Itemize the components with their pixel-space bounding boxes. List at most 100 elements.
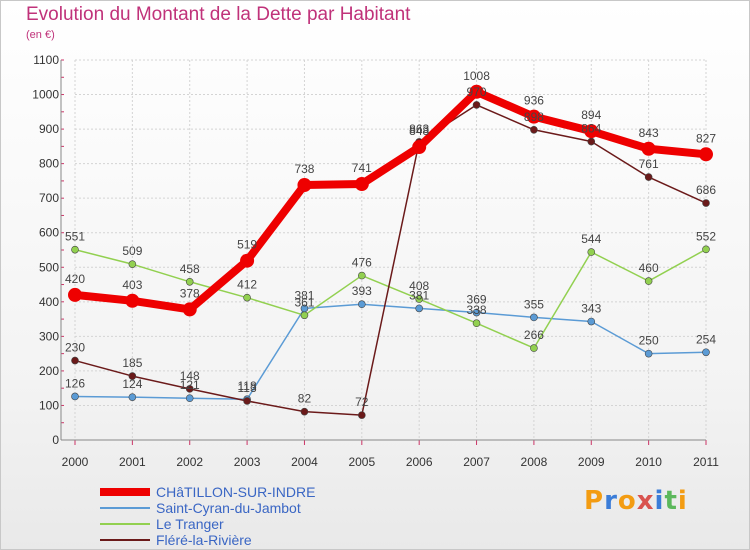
data-label: 121 <box>180 378 200 392</box>
y-tick-label: 0 <box>52 433 59 447</box>
y-tick-label: 300 <box>39 329 59 343</box>
data-point <box>128 393 137 401</box>
data-point <box>128 260 137 268</box>
data-label: 250 <box>639 334 659 348</box>
data-point <box>300 407 309 416</box>
data-label: 266 <box>524 328 544 342</box>
legend-label: Saint-Cyran-du-Jambot <box>156 500 301 516</box>
y-tick-label: 700 <box>39 191 59 205</box>
data-point <box>584 124 599 139</box>
data-point <box>587 317 596 326</box>
data-point <box>699 147 713 162</box>
x-tick-label: 2006 <box>406 455 433 469</box>
logo-letter: o <box>617 486 637 516</box>
data-point <box>415 304 423 313</box>
y-tick-label: 800 <box>39 157 59 171</box>
legend-swatch <box>100 488 150 496</box>
data-label: 970 <box>467 85 487 99</box>
data-point <box>358 271 366 280</box>
data-point <box>530 313 538 322</box>
y-tick-label: 500 <box>39 260 59 274</box>
x-tick-label: 2011 <box>693 455 719 469</box>
data-label: 254 <box>696 332 716 346</box>
data-point <box>297 178 312 193</box>
data-label: 420 <box>65 272 85 286</box>
legend-label: Le Tranger <box>156 516 224 532</box>
data-point <box>412 140 427 155</box>
series-line <box>74 303 707 400</box>
data-label: 113 <box>238 381 257 395</box>
logo-letter: i <box>677 486 688 516</box>
data-label: 738 <box>294 162 314 176</box>
data-point <box>182 302 197 317</box>
data-label: 381 <box>409 288 429 302</box>
data-point <box>243 397 251 405</box>
chart-title: Evolution du Montant de la Dette par Hab… <box>26 4 411 25</box>
data-point <box>469 84 484 99</box>
data-label: 393 <box>352 284 372 298</box>
series-line <box>71 87 710 314</box>
data-point <box>354 177 369 192</box>
data-label: 509 <box>122 244 142 258</box>
data-label: 148 <box>180 369 200 383</box>
data-point <box>472 101 481 109</box>
data-label: 827 <box>696 131 716 145</box>
data-point <box>644 349 653 358</box>
data-label: 72 <box>355 395 369 409</box>
data-point <box>358 411 366 419</box>
data-label: 686 <box>696 183 716 197</box>
data-point <box>185 277 194 286</box>
data-label: 761 <box>639 157 659 171</box>
data-label: 381 <box>294 288 314 302</box>
data-label: 848 <box>409 124 429 138</box>
data-label: 185 <box>122 356 142 370</box>
logo-letter: x <box>636 486 655 516</box>
legend-label: CHâTILLON-SUR-INDRE <box>156 484 316 500</box>
x-tick-label: 2007 <box>463 455 490 469</box>
y-tick-label: 100 <box>39 398 59 412</box>
legend-label: Fléré-la-Rivière <box>156 532 252 548</box>
data-label: 403 <box>122 278 142 292</box>
data-point <box>530 125 538 134</box>
legend-item: Fléré-la-Rivière <box>100 532 315 548</box>
data-label: 519 <box>237 238 257 252</box>
data-label: 343 <box>581 302 601 316</box>
legend-item: Saint-Cyran-du-Jambot <box>100 500 315 516</box>
data-point <box>71 356 79 365</box>
logo-letter: P <box>584 486 605 516</box>
data-label: 369 <box>467 293 487 307</box>
legend-swatch <box>100 507 150 509</box>
data-point <box>526 109 541 124</box>
data-label: 412 <box>237 278 257 292</box>
series-line <box>74 104 707 416</box>
x-tick-label: 2004 <box>291 455 318 469</box>
data-point <box>644 277 653 285</box>
data-point <box>587 137 596 146</box>
data-point <box>641 141 656 156</box>
logo-letter: r <box>604 486 618 516</box>
legend-swatch <box>100 539 150 541</box>
legend-swatch <box>100 523 150 525</box>
logo-letter: i <box>654 486 665 516</box>
data-point <box>185 385 194 393</box>
data-label: 544 <box>581 232 601 246</box>
data-label: 124 <box>122 377 142 391</box>
data-point <box>128 372 137 380</box>
x-tick-label: 2008 <box>521 455 548 469</box>
data-point <box>71 392 79 401</box>
x-tick-label: 2010 <box>635 455 662 469</box>
x-tick-label: 2009 <box>578 455 605 469</box>
legend-item: Le Tranger <box>100 516 315 532</box>
x-tick-label: 2000 <box>62 455 89 469</box>
data-point <box>71 245 79 254</box>
data-label: 894 <box>581 108 601 122</box>
chart-subtitle: (en €) <box>26 29 55 41</box>
data-point <box>68 287 82 302</box>
y-tick-label: 1100 <box>33 53 59 67</box>
data-point <box>472 308 481 317</box>
logo-letter: t <box>664 486 678 516</box>
series-line <box>74 248 707 349</box>
data-point <box>530 344 538 352</box>
